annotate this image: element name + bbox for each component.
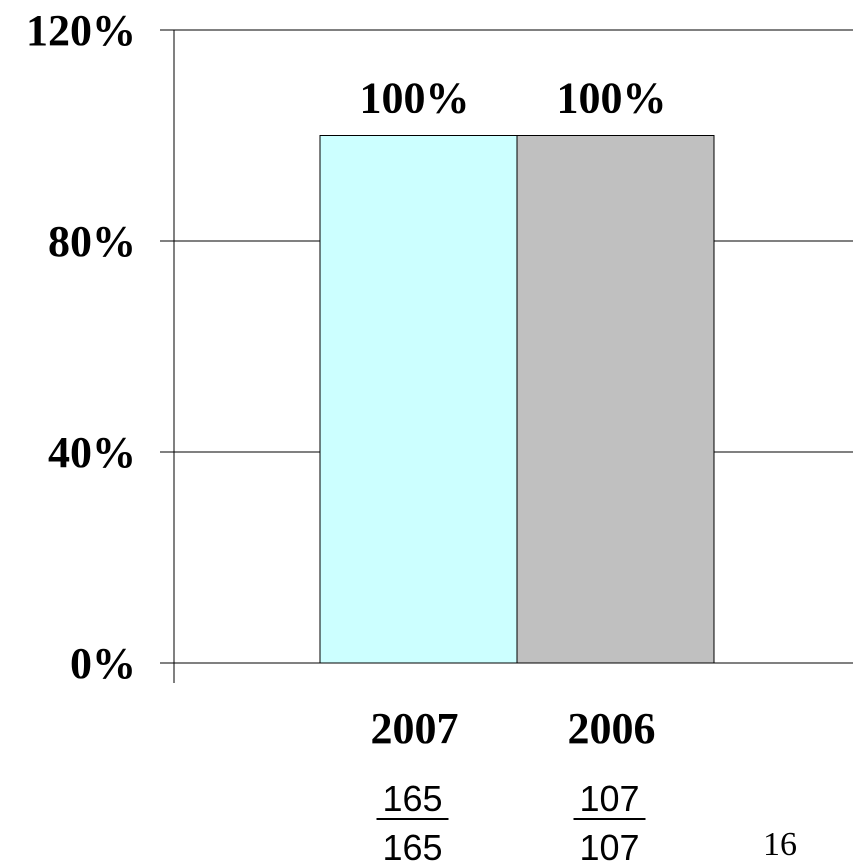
bar-2006 bbox=[516, 135, 715, 664]
fraction-numerator: 107 bbox=[579, 778, 639, 819]
bar-2007 bbox=[319, 135, 518, 664]
y-tick-label: 0% bbox=[70, 639, 136, 688]
page-number: 16 bbox=[763, 826, 797, 863]
y-tick-label: 80% bbox=[48, 217, 136, 266]
data-label: 100% bbox=[557, 74, 667, 123]
fraction-numerator: 165 bbox=[382, 778, 442, 819]
bars bbox=[319, 135, 715, 664]
fraction-denominator: 107 bbox=[579, 827, 639, 866]
y-tick-label: 120% bbox=[26, 6, 136, 55]
labels: 0% 40% 80% 120% 100% 2007 165 165 100% 2006 107 107 bbox=[26, 6, 667, 866]
x-category-label: 2007 bbox=[371, 704, 459, 753]
data-label: 100% bbox=[360, 74, 470, 123]
y-tick-label: 40% bbox=[48, 428, 136, 477]
x-category-label: 2006 bbox=[568, 704, 656, 753]
fraction-denominator: 165 bbox=[382, 827, 442, 866]
